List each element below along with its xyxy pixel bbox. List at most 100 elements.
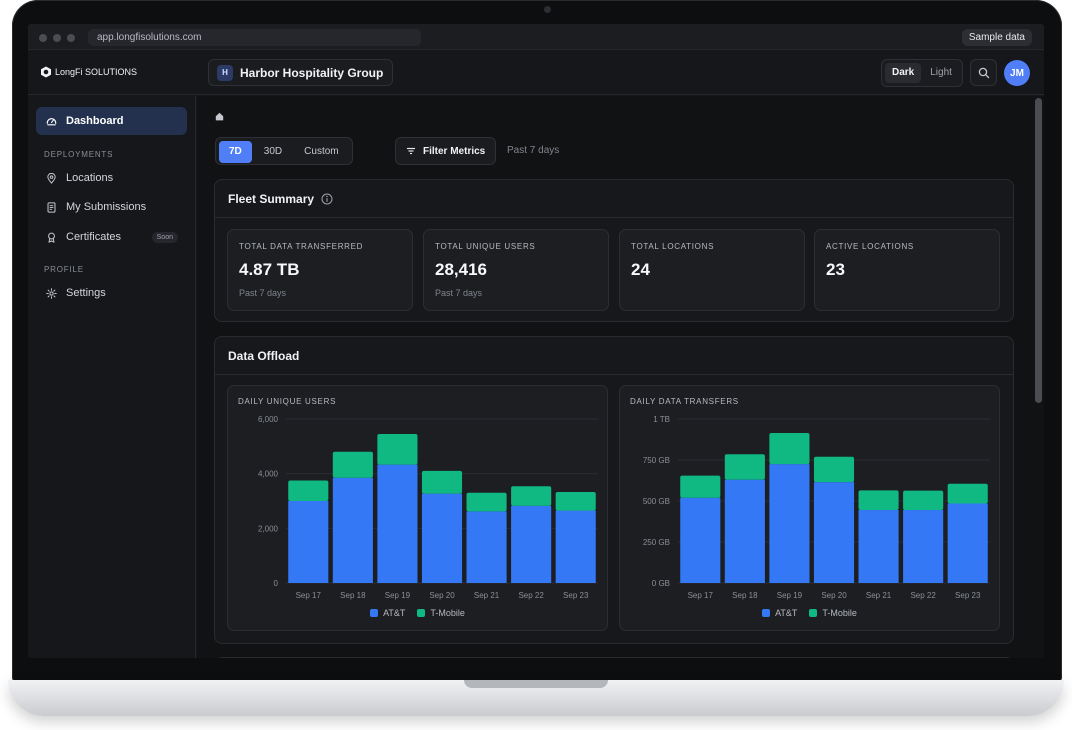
gear-icon	[46, 287, 57, 299]
x-tick-label: Sep 23	[563, 591, 589, 600]
filter-metrics-button[interactable]: Filter Metrics	[395, 137, 497, 165]
sidebar-item-settings[interactable]: Settings	[36, 279, 187, 307]
legend-label: T-Mobile	[430, 608, 465, 618]
data-offload-header: Data Offload	[215, 337, 1013, 375]
sidebar-item-certificates[interactable]: Certificates Soon	[36, 223, 187, 251]
stat-label: TOTAL DATA TRANSFERRED	[239, 242, 364, 251]
legend-item-tmobile: T-Mobile	[417, 608, 465, 618]
sidebar-item-dashboard[interactable]: Dashboard	[36, 107, 187, 135]
logo-hexagon-icon	[41, 66, 51, 78]
bar-tmobile	[724, 454, 765, 480]
sidebar-item-label: Settings	[66, 287, 106, 299]
legend-label: T-Mobile	[822, 608, 857, 618]
range-30d-button[interactable]: 30D	[263, 146, 283, 157]
logo[interactable]: LongFi SOLUTIONS	[40, 66, 137, 78]
stat-value: 28,416	[435, 260, 487, 279]
stat-label: TOTAL LOCATIONS	[631, 242, 715, 251]
filter-icon	[407, 147, 415, 155]
legend-swatch	[762, 609, 771, 617]
bar-att	[769, 464, 810, 583]
bar-att	[377, 464, 418, 583]
sidebar-item-label: My Submissions	[66, 201, 147, 213]
bar-tmobile	[680, 475, 721, 498]
search-button[interactable]	[970, 59, 997, 86]
bar-tmobile	[421, 470, 463, 494]
panel-title: Fleet Summary	[228, 191, 315, 206]
range-custom-button[interactable]: Custom	[304, 146, 339, 157]
screen: app.longfisolutions.com Sample data Long…	[28, 24, 1044, 658]
theme-light-button[interactable]: Light	[930, 67, 952, 78]
map-pin-icon	[47, 172, 56, 184]
scrollbar-thumb[interactable]	[1035, 98, 1042, 403]
y-tick-label: 500 GB	[643, 497, 670, 506]
sample-data-badge: Sample data	[961, 29, 1032, 46]
legend-swatch	[809, 609, 818, 617]
x-tick-label: Sep 22	[518, 591, 544, 600]
window-close-dot[interactable]	[39, 34, 47, 42]
deployments-heading: DEPLOYMENTS	[44, 150, 114, 159]
sidebar-item-locations[interactable]: Locations	[36, 164, 187, 192]
user-avatar[interactable]: JM	[1004, 60, 1030, 86]
legend-swatch	[370, 609, 379, 617]
x-tick-label: Sep 23	[955, 591, 981, 600]
x-tick-label: Sep 18	[340, 591, 366, 600]
bar-tmobile	[377, 434, 418, 465]
y-tick-label: 250 GB	[643, 538, 670, 547]
range-7d-button[interactable]: 7D	[219, 141, 252, 163]
logo-text: LongFi SOLUTIONS	[55, 67, 138, 77]
scrollbar[interactable]	[1035, 98, 1042, 656]
home-icon[interactable]	[215, 112, 224, 121]
fleet-summary-header: Fleet Summary	[215, 180, 1013, 218]
y-tick-label: 4,000	[258, 470, 279, 479]
x-tick-label: Sep 21	[474, 591, 500, 600]
sidebar-item-label: Certificates	[66, 231, 122, 243]
x-tick-label: Sep 19	[777, 591, 803, 600]
bar-tmobile	[555, 491, 596, 511]
stat-card-total-locations: TOTAL LOCATIONS 24	[619, 229, 805, 311]
y-tick-label: 750 GB	[643, 456, 670, 465]
y-tick-label: 6,000	[258, 415, 279, 424]
bar-att	[947, 503, 988, 583]
organization-switcher[interactable]: H Harbor Hospitality Group	[208, 59, 394, 86]
window-minimize-dot[interactable]	[53, 34, 61, 42]
chart-svg: 6,000 4,000 2,000 0 Sep 17 Sep 18 Sep 19 Sep 20…	[258, 415, 598, 600]
chart-svg: 1 TB 750 GB 500 GB 250 GB 0 GB Sep 17 Sep 18 Se…	[643, 415, 990, 600]
sidebar-item-my-submissions[interactable]: My Submissions	[36, 193, 187, 221]
bar-tmobile	[903, 490, 944, 511]
legend-swatch	[417, 609, 426, 617]
bar-att	[555, 510, 596, 583]
org-badge: H	[217, 64, 233, 81]
bar-att	[813, 482, 855, 583]
legend-label: AT&T	[383, 608, 406, 618]
theme-dark-button[interactable]: Dark	[885, 63, 922, 83]
app-header: LongFi SOLUTIONS H Harbor Hospitality Gr…	[28, 51, 1044, 95]
daily-data-transfers-chart: DAILY DATA TRANSFERS 1 TB 750 GB 500 GB 250…	[619, 385, 1000, 631]
bar-tmobile	[769, 432, 810, 465]
bar-tmobile	[466, 492, 507, 512]
sidebar-item-label: Locations	[66, 172, 114, 184]
y-tick-label: 0 GB	[652, 579, 670, 588]
org-name: Harbor Hospitality Group	[240, 65, 384, 80]
bar-tmobile	[858, 490, 899, 511]
legend-item-tmobile: T-Mobile	[809, 608, 857, 618]
window-maximize-dot[interactable]	[67, 34, 75, 42]
stat-value: 23	[826, 260, 845, 279]
address-bar[interactable]: app.longfisolutions.com	[88, 29, 421, 46]
stat-card-unique-users: TOTAL UNIQUE USERS 28,416 Past 7 days	[423, 229, 609, 311]
award-icon	[48, 232, 55, 243]
bar-tmobile	[511, 486, 552, 506]
laptop-base	[8, 680, 1064, 716]
chart-legend: AT&T T-Mobile	[228, 608, 607, 618]
info-icon[interactable]	[321, 193, 333, 205]
stat-label: TOTAL UNIQUE USERS	[435, 242, 536, 251]
bar-att	[421, 493, 463, 583]
legend-item-att: AT&T	[370, 608, 405, 618]
stat-subtext: Past 7 days	[435, 288, 483, 298]
bar-att	[724, 479, 765, 583]
x-tick-label: Sep 17	[688, 591, 714, 600]
main-content: 7D 30D Custom Filter Metrics Past 7 days…	[197, 96, 1044, 658]
bar-tmobile	[813, 456, 855, 483]
profile-heading: PROFILE	[44, 265, 84, 274]
sidebar-item-label: Dashboard	[66, 115, 124, 127]
bar-att	[288, 501, 329, 583]
